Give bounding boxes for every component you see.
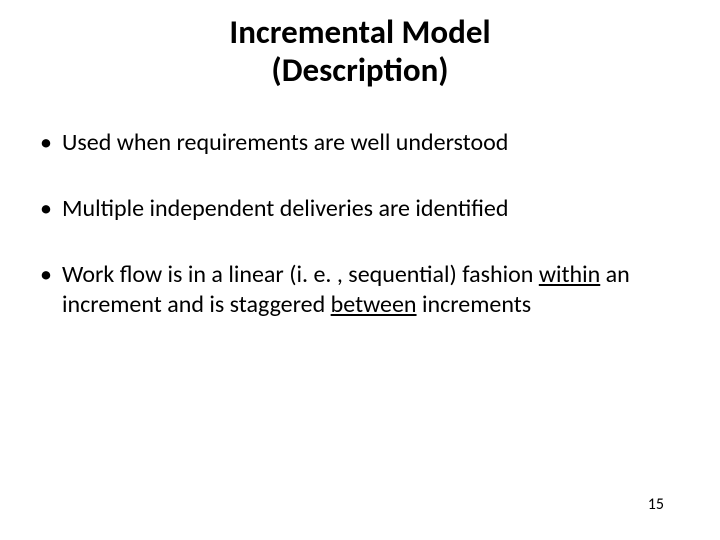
slide-title: Incremental Model (Description) <box>0 0 720 90</box>
title-line-1: Incremental Model <box>0 14 720 52</box>
bullet-text: Used when requirements are well understo… <box>62 128 508 157</box>
slide-body: Used when requirements are well understo… <box>0 90 720 320</box>
bullet-text: Multiple independent deliveries are iden… <box>62 194 508 223</box>
bullet-text-prefix: Work flow is in a linear (i. e. , sequen… <box>62 260 539 289</box>
slide: Incremental Model (Description) Used whe… <box>0 0 720 540</box>
list-item: Work flow is in a linear (i. e. , sequen… <box>34 260 686 320</box>
title-line-2: (Description) <box>0 52 720 90</box>
bullet-text-underline: between <box>331 290 417 319</box>
page-number: 15 <box>648 495 664 514</box>
bullet-text-suffix: increments <box>417 290 532 319</box>
list-item: Used when requirements are well understo… <box>34 128 686 158</box>
list-item: Multiple independent deliveries are iden… <box>34 194 686 224</box>
bullet-text-underline: within <box>539 260 600 289</box>
bullet-list: Used when requirements are well understo… <box>34 128 686 320</box>
